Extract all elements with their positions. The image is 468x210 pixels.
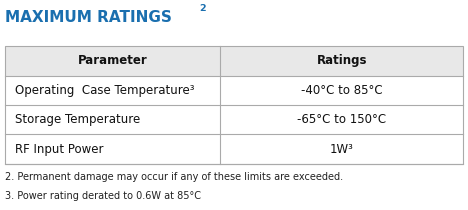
Text: 1W³: 1W³ <box>330 143 354 156</box>
Text: 2: 2 <box>199 4 205 13</box>
Text: Parameter: Parameter <box>78 54 147 67</box>
Text: Ratings: Ratings <box>316 54 367 67</box>
Text: Storage Temperature: Storage Temperature <box>15 113 140 126</box>
Text: -65°C to 150°C: -65°C to 150°C <box>297 113 387 126</box>
Text: Operating  Case Temperature³: Operating Case Temperature³ <box>15 84 195 97</box>
Text: RF Input Power: RF Input Power <box>15 143 103 156</box>
Text: MAXIMUM RATINGS: MAXIMUM RATINGS <box>5 10 172 25</box>
Text: 2. Permanent damage may occur if any of these limits are exceeded.: 2. Permanent damage may occur if any of … <box>5 172 343 182</box>
Bar <box>5 46 463 164</box>
Text: -40°C to 85°C: -40°C to 85°C <box>301 84 383 97</box>
Bar <box>5 46 463 76</box>
Text: 3. Power rating derated to 0.6W at 85°C: 3. Power rating derated to 0.6W at 85°C <box>5 191 201 201</box>
